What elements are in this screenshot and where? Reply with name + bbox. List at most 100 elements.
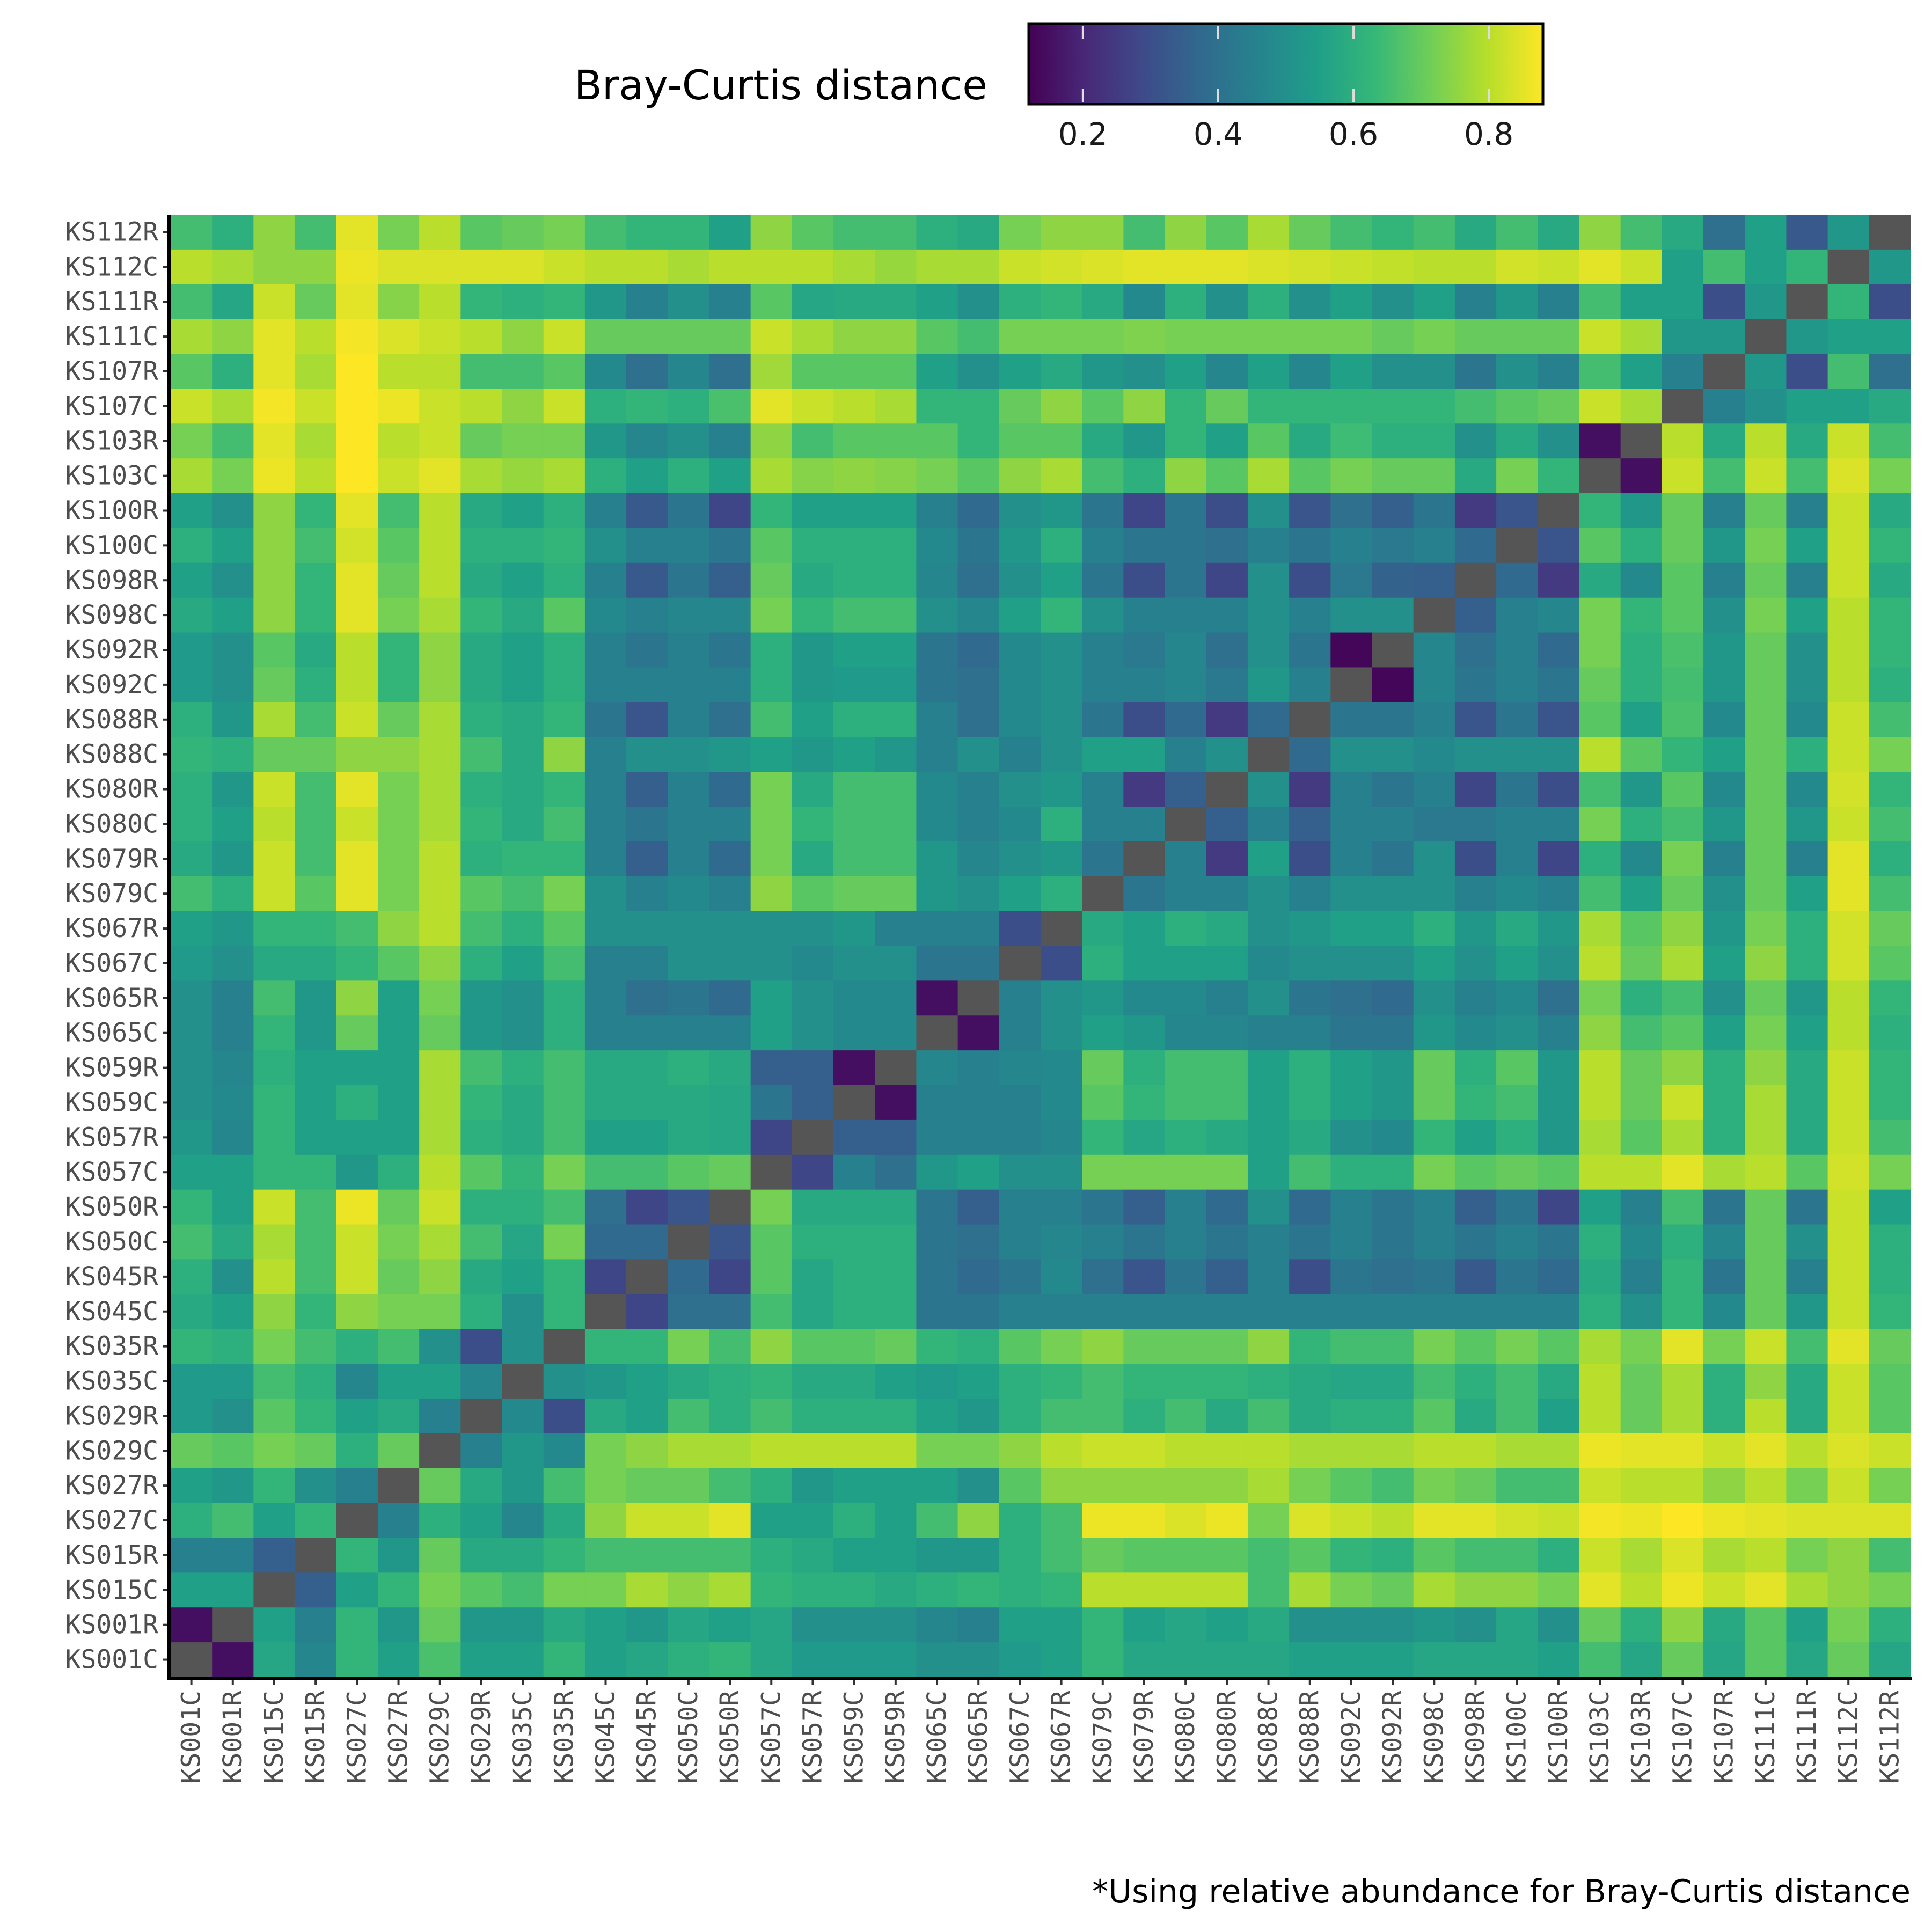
heatmap-cell xyxy=(1745,1259,1787,1294)
heatmap-cell xyxy=(1123,528,1166,564)
row-label: KS107C xyxy=(65,391,158,421)
heatmap-cell xyxy=(419,249,461,285)
heatmap-cell xyxy=(957,1259,1000,1294)
heatmap-cell xyxy=(833,319,875,355)
heatmap-cell xyxy=(668,1015,710,1051)
heatmap-cell xyxy=(875,1259,917,1294)
heatmap-cell xyxy=(1041,562,1082,598)
heatmap-cell xyxy=(212,772,254,807)
heatmap-cell xyxy=(171,423,213,459)
heatmap-cell xyxy=(1247,1259,1290,1294)
heatmap-cell xyxy=(171,215,213,250)
heatmap-cell xyxy=(1869,1329,1911,1364)
heatmap-cell xyxy=(999,1364,1041,1399)
heatmap-cell xyxy=(253,737,296,772)
heatmap-cell xyxy=(957,1189,1000,1225)
heatmap-cell xyxy=(1330,1154,1373,1190)
column-label: KS027C xyxy=(342,1690,372,1783)
heatmap-cell xyxy=(377,1538,420,1573)
heatmap-cell xyxy=(1827,493,1870,529)
heatmap-cell xyxy=(1372,1085,1414,1121)
heatmap-cell xyxy=(1330,528,1373,564)
heatmap-cell xyxy=(792,354,834,390)
heatmap-cell xyxy=(1538,1015,1580,1051)
heatmap-cell xyxy=(1123,772,1166,807)
heatmap-cell xyxy=(171,946,213,981)
heatmap-cell xyxy=(1496,702,1538,737)
heatmap-cell xyxy=(1454,528,1497,564)
heatmap-cell xyxy=(1745,1329,1787,1364)
heatmap-cell xyxy=(1745,1119,1787,1155)
heatmap-cell xyxy=(1496,911,1538,947)
heatmap-cell xyxy=(709,737,751,772)
heatmap-cell xyxy=(1413,1294,1455,1329)
heatmap-cell xyxy=(1538,806,1580,842)
heatmap-cell xyxy=(1289,1468,1331,1504)
heatmap-cell xyxy=(1703,1050,1745,1086)
heatmap-cell xyxy=(1206,1364,1248,1399)
heatmap-cell xyxy=(1827,562,1870,598)
heatmap-cell xyxy=(1662,1050,1704,1086)
heatmap-cell xyxy=(1082,1433,1124,1469)
heatmap-cell xyxy=(999,597,1041,633)
heatmap-cell xyxy=(1579,1259,1621,1294)
heatmap-cell xyxy=(792,1433,834,1469)
heatmap-cell xyxy=(295,737,337,772)
heatmap-cell xyxy=(1786,1538,1828,1573)
heatmap-cell xyxy=(1579,1224,1621,1260)
heatmap-cell xyxy=(1041,423,1082,459)
heatmap-cell xyxy=(419,737,461,772)
heatmap-cell xyxy=(875,1642,917,1678)
heatmap-cell xyxy=(1538,1503,1580,1539)
heatmap-cell xyxy=(171,1572,213,1608)
heatmap-cell xyxy=(792,1642,834,1678)
heatmap-cell xyxy=(1538,1050,1580,1086)
heatmap-cell xyxy=(1745,1364,1787,1399)
heatmap-cell xyxy=(1620,1119,1663,1155)
heatmap-cell xyxy=(1786,458,1828,494)
heatmap-cell xyxy=(833,876,875,912)
heatmap-cell xyxy=(377,1154,420,1190)
heatmap-cell xyxy=(750,1538,793,1573)
heatmap-cell xyxy=(792,1259,834,1294)
heatmap-cell xyxy=(460,772,503,807)
heatmap-cell xyxy=(875,841,917,877)
row-label: KS059C xyxy=(65,1087,158,1117)
heatmap-cell xyxy=(1413,841,1455,877)
heatmap-cell xyxy=(668,423,710,459)
heatmap-cell xyxy=(875,284,917,320)
heatmap-cell xyxy=(1330,667,1373,702)
heatmap-cell xyxy=(212,1364,254,1399)
heatmap-cell xyxy=(1703,1189,1745,1225)
heatmap-cell xyxy=(1745,1015,1787,1051)
heatmap-cell xyxy=(626,1433,668,1469)
heatmap-cell xyxy=(1123,597,1166,633)
heatmap-cell xyxy=(253,1259,296,1294)
heatmap-cell xyxy=(916,1259,958,1294)
heatmap-cell xyxy=(1165,1642,1207,1678)
heatmap-cell xyxy=(875,1607,917,1643)
heatmap-cell xyxy=(1041,215,1082,250)
heatmap-cell xyxy=(1786,1572,1828,1608)
heatmap-cell xyxy=(1413,876,1455,912)
heatmap-cell xyxy=(1703,284,1745,320)
heatmap-cell xyxy=(543,319,586,355)
heatmap-cell xyxy=(1869,1119,1911,1155)
heatmap-cell xyxy=(750,702,793,737)
heatmap-cell xyxy=(668,1398,710,1434)
heatmap-cell xyxy=(1869,667,1911,702)
heatmap-cell xyxy=(999,284,1041,320)
heatmap-cell xyxy=(377,1503,420,1539)
heatmap-cell xyxy=(1662,528,1704,564)
heatmap-cell xyxy=(1538,1259,1580,1294)
heatmap-cell xyxy=(1745,423,1787,459)
heatmap-cell xyxy=(1538,284,1580,320)
heatmap-cell xyxy=(1165,1433,1207,1469)
heatmap-cell xyxy=(1206,841,1248,877)
heatmap-cell xyxy=(1372,389,1414,424)
heatmap-cell xyxy=(1165,876,1207,912)
heatmap-cell xyxy=(377,911,420,947)
heatmap-cell xyxy=(460,702,503,737)
heatmap-cell xyxy=(626,458,668,494)
heatmap-cell xyxy=(171,772,213,807)
